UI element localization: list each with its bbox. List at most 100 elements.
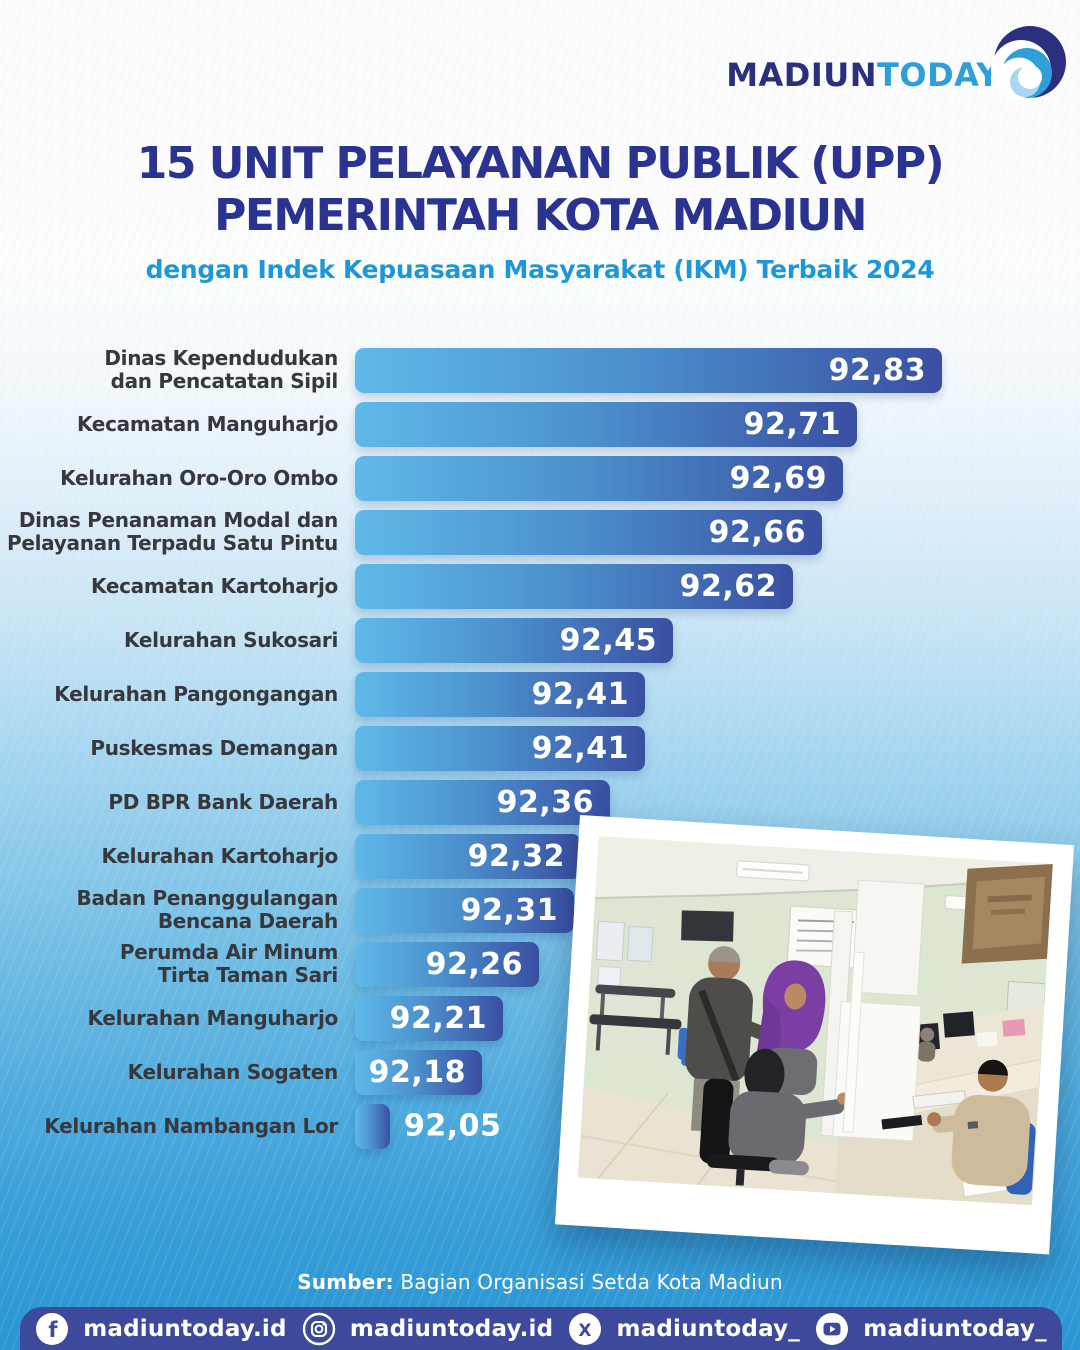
chart-row: Kecamatan Kartoharjo 92,62 [0, 559, 1080, 613]
category-label: Dinas Kependudukan dan Pencatatan Sipil [104, 346, 338, 393]
chart-row: Kelurahan Nambangan Lor 92,05 [0, 1099, 1080, 1153]
instagram-icon [302, 1312, 336, 1346]
facebook-icon: f [35, 1312, 69, 1346]
youtube-icon [815, 1312, 849, 1346]
value-bar: 92,36 [355, 779, 610, 825]
social-handle-instagram[interactable]: madiuntoday.id [302, 1312, 553, 1346]
source-prefix: Sumber: [297, 1270, 394, 1294]
bar-track: 92,62 [355, 563, 1080, 609]
value-label: 92,71 [743, 406, 841, 442]
chart-row: Puskesmas Demangan 92,41 [0, 721, 1080, 775]
chart-row: PD BPR Bank Daerah 92,36 [0, 775, 1080, 829]
social-handle-label: madiuntoday.id [349, 1315, 554, 1342]
value-bar: 92,69 [355, 455, 843, 501]
value-bar [355, 1103, 390, 1149]
value-bar: 92,41 [355, 671, 645, 717]
chart-row: Dinas Penanaman Modal dan Pelayanan Terpa… [0, 505, 1080, 559]
chart-row: Kelurahan Kartoharjo 92,32 [0, 829, 1080, 883]
value-bar: 92,83 [355, 347, 942, 393]
category-label: PD BPR Bank Daerah [108, 789, 338, 814]
x-icon: X [568, 1312, 602, 1346]
bar-chart: Dinas Kependudukan dan Pencatatan Sipil 92… [0, 343, 1080, 1153]
value-bar: 92,26 [355, 941, 539, 987]
page-title-line2: PEMERINTAH KOTA MADIUN [214, 189, 867, 241]
bar-track: 92,66 [355, 509, 1080, 555]
value-bar: 92,71 [355, 401, 857, 447]
social-handle-facebook[interactable]: f madiuntoday.id [35, 1312, 286, 1346]
value-bar: 92,45 [355, 617, 673, 663]
value-label: 92,21 [389, 1000, 487, 1036]
value-label: 92,66 [708, 514, 806, 550]
value-label: 92,69 [729, 460, 827, 496]
value-label: 92,32 [467, 838, 565, 874]
bar-track: 92,31 [355, 887, 1080, 933]
bar-track: 92,71 [355, 401, 1080, 447]
brand-swirl-icon [991, 26, 1066, 100]
service-office-photo [554, 815, 1075, 1255]
category-label: Kelurahan Sukosari [124, 627, 338, 652]
value-bar: 92,41 [355, 725, 645, 771]
category-label: Kelurahan Kartoharjo [101, 843, 339, 868]
bar-track: 92,45 [355, 617, 1080, 663]
value-label: 92,36 [496, 784, 594, 820]
value-label: 92,62 [679, 568, 777, 604]
category-label: Kelurahan Oro-Oro Ombo [60, 465, 338, 490]
category-label: Dinas Penanaman Modal dan Pelayanan Terpa… [7, 508, 338, 555]
bar-track: 92,18 [355, 1049, 1080, 1095]
page-title-line1: 15 UNIT PELAYANAN PUBLIK (UPP) [136, 138, 945, 189]
social-handle-label: madiuntoday.id [83, 1315, 287, 1342]
chart-row: Kelurahan Pangongangan 92,41 [0, 667, 1080, 721]
chart-row: Kecamatan Manguharjo 92,71 [0, 397, 1080, 451]
bar-track: 92,21 [355, 995, 1080, 1041]
value-bar: 92,62 [355, 563, 793, 609]
category-label: Kelurahan Manguharjo [87, 1005, 339, 1030]
header-block: 15 UNIT PELAYANAN PUBLIK (UPP) PEMERINTAH… [0, 138, 1080, 284]
chart-row: Kelurahan Oro-Oro Ombo 92,69 [0, 451, 1080, 505]
photo-illustration [577, 836, 1053, 1206]
category-label: Kecamatan Manguharjo [76, 411, 338, 436]
category-label: Badan Penanggulangan Bencana Daerah [76, 886, 339, 933]
bar-track: 92,26 [355, 941, 1080, 987]
value-bar: 92,32 [355, 833, 581, 879]
value-label: 92,83 [828, 352, 926, 388]
page-subtitle: dengan Indek Kepuasaan Masyarakat (IKM) … [145, 254, 935, 284]
bar-track: 92,69 [355, 455, 1080, 501]
brand-primary: MADIUN [726, 56, 878, 94]
brand-secondary: TODAY [877, 56, 1000, 94]
chart-row: Kelurahan Manguharjo 92,21 [0, 991, 1080, 1045]
bar-track: 92,32 [355, 833, 1080, 879]
brand-logo: MADIUNTODAY [726, 22, 1068, 110]
value-label: 92,41 [531, 676, 629, 712]
category-label: Puskesmas Demangan [90, 735, 338, 760]
page-title: 15 UNIT PELAYANAN PUBLIK (UPP) PEMERINTAH… [0, 138, 1080, 242]
chart-row: Dinas Kependudukan dan Pencatatan Sipil 92… [0, 343, 1080, 397]
svg-text:f: f [49, 1318, 59, 1342]
chart-row: Badan Penanggulangan Bencana Daerah 92,31 [0, 883, 1080, 937]
value-label: 92,45 [559, 622, 657, 658]
source-note: Sumber: Bagian Organisasi Setda Kota Mad… [0, 1270, 1080, 1294]
bar-track: 92,05 [355, 1103, 1080, 1149]
category-label: Kelurahan Sogaten [127, 1059, 339, 1084]
value-label: 92,26 [425, 946, 523, 982]
social-handle-youtube[interactable]: madiuntoday_ [815, 1312, 1047, 1346]
value-bar: 92,21 [355, 995, 503, 1041]
social-handle-label: madiuntoday_ [616, 1315, 801, 1342]
brand-wordmark: MADIUNTODAY [726, 56, 1000, 94]
value-bar: 92,66 [355, 509, 822, 555]
chart-row: Perumda Air Minum Tirta Taman Sari 92,26 [0, 937, 1080, 991]
value-label: 92,18 [368, 1054, 466, 1090]
chart-row: Kelurahan Sogaten 92,18 [0, 1045, 1080, 1099]
source-text: Bagian Organisasi Setda Kota Madiun [400, 1270, 783, 1294]
chart-row: Kelurahan Sukosari 92,45 [0, 613, 1080, 667]
svg-text:X: X [579, 1321, 592, 1341]
social-handle-label: madiuntoday_ [863, 1315, 1047, 1342]
value-label: 92,31 [460, 892, 558, 928]
value-bar: 92,18 [355, 1049, 482, 1095]
bar-track: 92,36 [355, 779, 1080, 825]
bar-track: 92,41 [355, 671, 1080, 717]
value-label: 92,41 [531, 730, 629, 766]
category-label: Kecamatan Kartoharjo [90, 573, 338, 598]
